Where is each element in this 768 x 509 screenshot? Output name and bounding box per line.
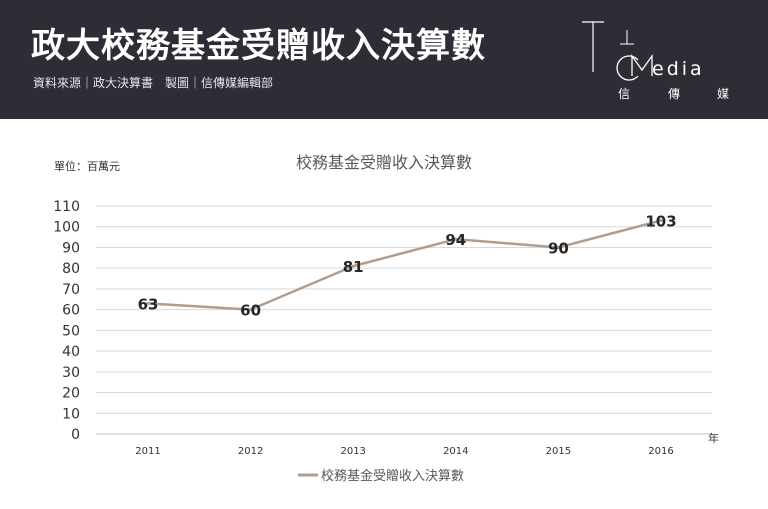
y-tick-label: 40: [62, 344, 80, 360]
logo-wordmark: edia: [652, 58, 705, 80]
series-group: 63 60 81 94 90 103: [138, 213, 677, 320]
series-line: [147, 219, 662, 311]
line-chart: 校務基金受贈收入決算數 0 10 20 30 40 50 60 70 80 90 100 110 20…: [53, 153, 719, 484]
x-tick-label: 2015: [546, 446, 571, 457]
data-label: 63: [138, 295, 159, 313]
y-tick-label: 50: [62, 323, 80, 339]
y-tick-label: 0: [71, 427, 80, 443]
data-point: [454, 237, 458, 241]
y-tick-label: 10: [62, 406, 80, 422]
x-tick-label: 2012: [238, 446, 263, 457]
data-label: 94: [445, 231, 466, 249]
y-tick-label: 90: [62, 240, 80, 256]
data-point: [146, 301, 150, 305]
data-label: 103: [645, 213, 676, 231]
y-axis-ticks: 0 10 20 30 40 50 60 70 80 90 100 110: [53, 199, 80, 443]
y-tick-label: 80: [62, 261, 80, 277]
logo-char-1: 信: [618, 87, 631, 101]
y-tick-label: 60: [62, 303, 80, 319]
y-tick-label: 110: [53, 199, 80, 215]
logo-char-2: 傳: [668, 87, 681, 101]
legend-label: 校務基金受贈收入決算數: [321, 468, 464, 484]
x-axis-label: 年: [708, 431, 719, 445]
data-label: 81: [343, 258, 364, 276]
media-logo-icon: [582, 21, 653, 81]
page-title: 政大校務基金受贈收入決算數: [31, 26, 486, 66]
x-axis-ticks: 2011 2012 2013 2014 2015 2016: [135, 446, 673, 457]
y-tick-label: 100: [53, 220, 80, 236]
chart-title: 校務基金受贈收入決算數: [296, 153, 472, 172]
y-tick-label: 20: [62, 386, 80, 402]
x-tick-label: 2014: [443, 446, 468, 457]
data-label: 90: [548, 239, 569, 257]
header-banner: 政大校務基金受贈收入決算數 資料來源｜政大決算書 製圖｜信傳媒編輯部 edia …: [0, 0, 768, 119]
source-credit: 資料來源｜政大決算書 製圖｜信傳媒編輯部: [33, 76, 274, 90]
x-tick-label: 2011: [135, 446, 160, 457]
x-tick-label: 2016: [648, 446, 673, 457]
y-tick-label: 30: [62, 365, 80, 381]
logo-char-3: 媒: [717, 87, 730, 101]
legend: 校務基金受贈收入決算數: [298, 468, 464, 484]
data-point: [249, 308, 253, 312]
data-point: [659, 219, 663, 223]
y-tick-label: 70: [62, 282, 80, 298]
data-label: 60: [240, 302, 261, 320]
gridlines: [96, 205, 712, 435]
unit-label: 單位：百萬元: [54, 160, 120, 173]
data-point: [556, 245, 560, 249]
x-tick-label: 2013: [340, 446, 365, 457]
data-point: [351, 264, 355, 268]
